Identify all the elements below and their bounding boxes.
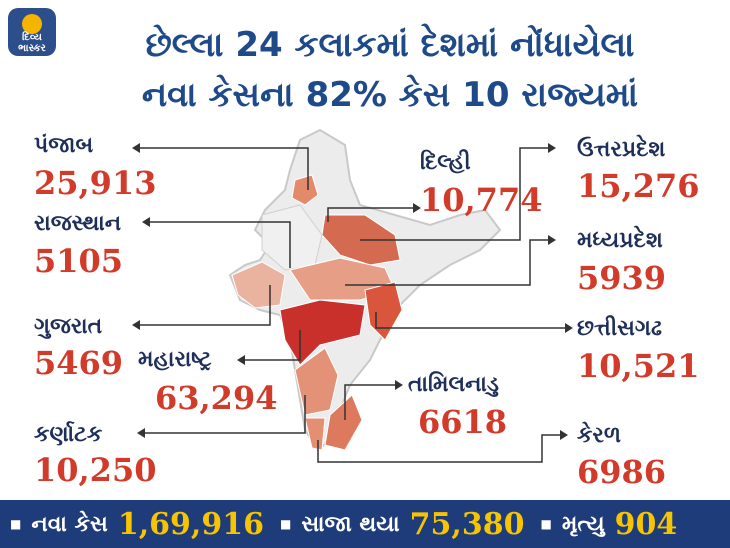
leader-gujarat	[140, 285, 271, 326]
headline-line-2: નવા કેસના 82% કેસ 10 રાજ્યમાં	[141, 75, 639, 115]
uttar-pradesh-label: ઉત્તરપ્રદેશ	[577, 137, 666, 162]
delhi-label: દિલ્હી	[420, 150, 471, 175]
delhi-cases: 10,774	[420, 181, 543, 219]
deaths-value: 904	[614, 506, 678, 542]
chhattisgarh-region	[364, 281, 403, 341]
logo-sun-icon	[22, 14, 42, 34]
leader-punjab	[140, 147, 309, 190]
arrow-chhattisgarh	[565, 323, 573, 333]
arrow-gujarat	[132, 320, 140, 330]
leader-maharashtra	[245, 330, 301, 361]
recovered-value: 75,380	[409, 506, 525, 542]
gujarat-region	[231, 261, 286, 309]
divya-bhaskar-logo: દિવ્ય ભાસ્કર	[8, 8, 56, 56]
arrow-rajasthan	[142, 217, 150, 227]
gujarat-cases: 5469	[34, 344, 124, 382]
leader-tamil-nadu	[344, 384, 395, 420]
arrow-maharashtra	[237, 355, 245, 365]
arrow-punjab	[132, 143, 140, 153]
leader-madhya-pradesh	[345, 239, 548, 286]
bullet-icon: ■	[540, 517, 552, 531]
arrow-kerala	[560, 430, 568, 440]
recovered-label: સાજા થયા	[301, 511, 400, 537]
tamil-nadu-cases: 6618	[418, 403, 508, 441]
karnataka-cases: 10,250	[34, 451, 157, 489]
leader-kerala	[317, 434, 560, 463]
kerala-region	[304, 417, 326, 451]
headline-line-1: છેલ્લા 24 કલાકમાં દેશમાં નોંધાયેલા	[145, 25, 635, 65]
summary-footer: ■ નવા કેસ 1,69,916 ■ સાજા થયા 75,380 ■ મ…	[0, 500, 730, 548]
maharashtra-region	[279, 299, 366, 366]
tamil-nadu-region	[324, 394, 363, 451]
kerala-cases: 6986	[577, 453, 667, 491]
arrow-tamil-nadu	[395, 380, 403, 390]
logo-text: દિવ્ય ભાસ્કર	[18, 32, 46, 54]
arrow-madhya-pradesh	[548, 235, 556, 245]
india-map	[132, 128, 573, 463]
maharashtra-label: મહારાષ્ટ્ર	[138, 347, 212, 372]
punjab-region	[291, 174, 319, 206]
chhattisgarh-label: છત્તીસગઢ	[577, 316, 662, 341]
madhya-pradesh-cases: 5939	[577, 259, 667, 297]
headline: છેલ્લા 24 કલાકમાં દેશમાં નોંધાયેલા નવા ક…	[70, 20, 710, 120]
arrow-uttar-pradesh	[548, 143, 556, 153]
new-cases-value: 1,69,916	[117, 506, 264, 542]
madhya-pradesh-label: મધ્યપ્રદેશ	[577, 228, 663, 253]
arrow-delhi	[413, 203, 421, 213]
new-cases-label: નવા કેસ	[31, 511, 108, 537]
rajasthan-label: રાજસ્થાન	[34, 211, 122, 236]
chhattisgarh-cases: 10,521	[577, 347, 700, 385]
gujarat-label: ગુજરાત	[34, 314, 103, 339]
uttar-pradesh-cases: 15,276	[577, 167, 700, 205]
leader-uttar-pradesh	[360, 147, 548, 241]
leader-rajasthan	[150, 221, 291, 268]
deaths-label: મૃત્યુ	[561, 511, 605, 537]
leader-delhi	[327, 207, 413, 222]
punjab-label: પંજાબ	[34, 133, 94, 158]
leader-chhattisgarh	[375, 312, 565, 329]
maharashtra-cases: 63,294	[155, 379, 278, 417]
kerala-label: કેરળ	[577, 423, 622, 448]
bullet-icon: ■	[279, 517, 292, 531]
karnataka-label: કર્ણાટક	[34, 422, 103, 447]
tamil-nadu-label: તામિલનાડુ	[408, 372, 499, 397]
punjab-cases: 25,913	[34, 164, 157, 202]
leader-karnataka	[145, 395, 306, 434]
bullet-icon: ■	[10, 517, 22, 531]
rajasthan-cases: 5105	[34, 242, 124, 280]
arrow-karnataka	[137, 428, 145, 438]
